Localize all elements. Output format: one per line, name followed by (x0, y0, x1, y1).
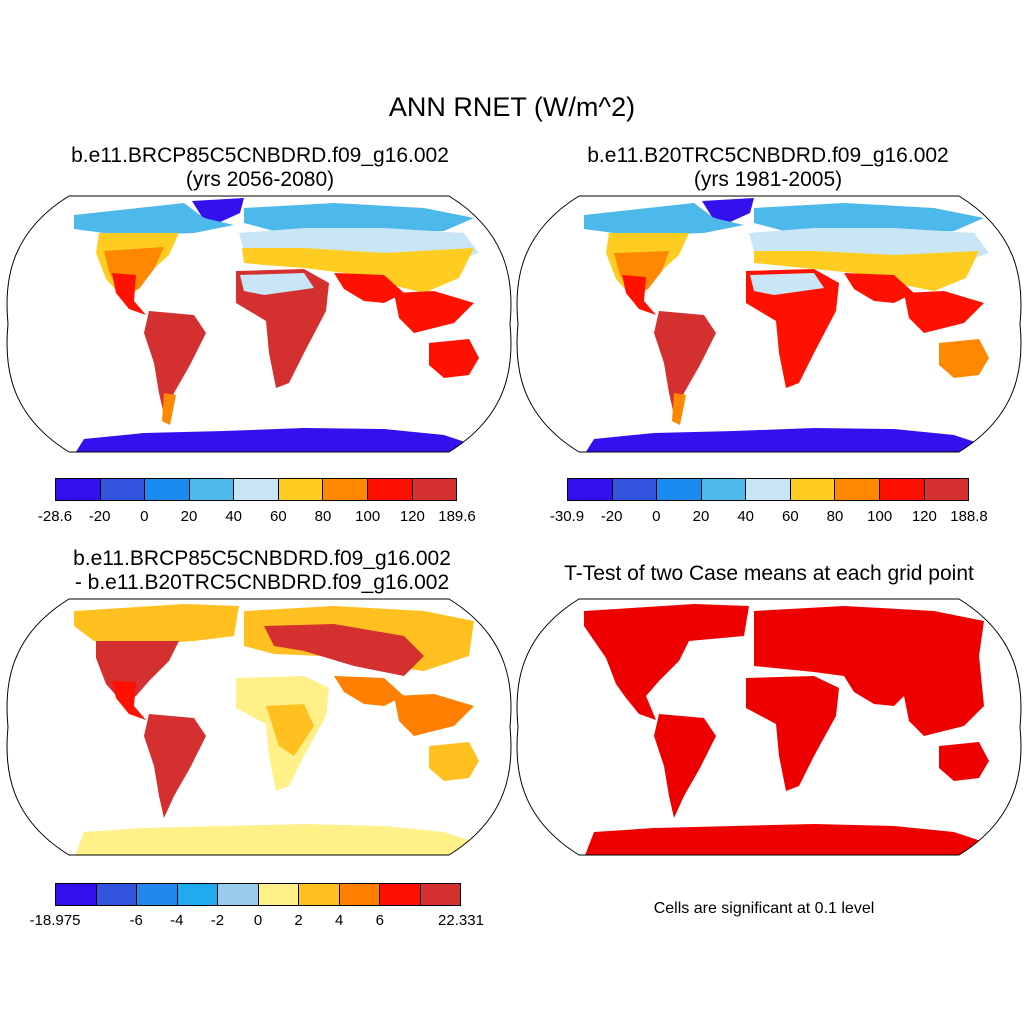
colorbar-p1-swatch (189, 479, 235, 500)
colorbar-p3-swatch (96, 884, 137, 905)
colorbar-p2-swatch (612, 479, 658, 500)
colorbar-p3-tick-label: 22.331 (438, 912, 484, 929)
colorbar-p1-tick-label: 120 (399, 508, 425, 525)
colorbar-p2-swatch (790, 479, 836, 500)
colorbar-p1-tick-label: -28.6 (37, 508, 73, 525)
ttest-north-america (584, 604, 749, 720)
panel-3-title-line1: b.e11.BRCP85C5CNBDRD.f09_g16.002 (73, 547, 451, 570)
colorbar-p2-tick-label: 0 (652, 508, 661, 525)
colorbar-p3-tick-label: -4 (170, 912, 184, 929)
colorbar-p2-tick-label: 120 (911, 508, 937, 525)
colorbar-p3-swatch (56, 884, 97, 905)
panel-1-title: b.e11.BRCP85C5CNBDRD.f09_g16.002 (yrs 20… (10, 144, 510, 192)
panel-3-title-line2: - b.e11.B20TRC5CNBDRD.f09_g16.002 (74, 571, 450, 594)
colorbar-p3-swatch (339, 884, 380, 905)
colorbar-p2-swatch (879, 479, 925, 500)
map-panel-1 (6, 195, 512, 453)
colorbar-p1-swatch (323, 479, 368, 500)
colorbar-p3-swatch (218, 884, 259, 905)
colorbar-p1-tick-label: 80 (314, 508, 332, 525)
panel-2-title-line2: (yrs 1981-2005) (693, 168, 843, 191)
colorbar-panel-2-ticks: -30.9 -20 0 20 40 60 80 100 120 188.8 (550, 508, 988, 528)
colorbar-p3-swatch (380, 884, 421, 905)
colorbar-p2-swatch (835, 479, 880, 500)
colorbar-p2-tick-label: 60 (781, 508, 799, 525)
colorbar-p1-tick-label: 20 (180, 508, 198, 525)
colorbar-panel-3-ticks: -18.975 -6 -4 -2 0 2 4 6 22.331 (30, 912, 484, 932)
colorbar-p2-swatch (657, 479, 702, 500)
colorbar-p3-tick-label: 2 (294, 912, 303, 929)
colorbar-p1-tick-label: 0 (140, 508, 149, 525)
map-panel-2 (516, 195, 1022, 453)
colorbar-p3-swatch (299, 884, 340, 905)
colorbar-p3-swatch (258, 884, 299, 905)
colorbar-p1-swatch (100, 479, 146, 500)
ttest-australia (939, 742, 989, 781)
colorbar-p3-swatch (420, 884, 460, 905)
colorbar-p2-tick-label: 20 (692, 508, 710, 525)
colorbar-p2-swatch (924, 479, 969, 500)
panel-2-title: b.e11.B20TRC5CNBDRD.f09_g16.002 (yrs 198… (518, 144, 1018, 192)
colorbar-panel-1 (55, 478, 457, 501)
colorbar-p1-tick-label: 100 (355, 508, 381, 525)
colorbar-p1-tick-label: 40 (225, 508, 242, 525)
panel-3-title: b.e11.BRCP85C5CNBDRD.f09_g16.002 - b.e11… (6, 547, 518, 595)
colorbar-p3-tick-label: -2 (210, 912, 225, 929)
figure-title: ANN RNET (W/m^2) (388, 92, 636, 122)
colorbar-p2-tick-label: 188.8 (950, 508, 988, 525)
colorbar-p2-tick-label: 100 (867, 508, 893, 525)
colorbar-panel-3 (55, 883, 461, 906)
ttest-antarctica (584, 824, 984, 855)
colorbar-p2-tick-label: 40 (737, 508, 754, 525)
colorbar-p1-tick-label: -20 (88, 508, 111, 525)
colorbar-panel-2 (567, 478, 969, 501)
colorbar-p3-tick-label: -18.975 (29, 912, 81, 929)
colorbar-p1-swatch (278, 479, 324, 500)
colorbar-p3-swatch (177, 884, 218, 905)
colorbar-p2-tick-label: 80 (826, 508, 844, 525)
panel-1-title-line2: (yrs 2056-2080) (185, 168, 335, 191)
significance-note: Cells are significant at 0.1 level (653, 900, 875, 917)
colorbar-p2-tick-label: -20 (600, 508, 623, 525)
colorbar-p1-swatch (234, 479, 279, 500)
panel-1-title-line1: b.e11.BRCP85C5CNBDRD.f09_g16.002 (71, 144, 449, 167)
colorbar-p1-tick-label: 189.6 (438, 508, 476, 525)
colorbar-p1-swatch (56, 479, 101, 500)
colorbar-panel-1-ticks: -28.6 -20 0 20 40 60 80 100 120 189.6 (38, 508, 476, 528)
panel-2-title-line1: b.e11.B20TRC5CNBDRD.f09_g16.002 (587, 144, 949, 167)
colorbar-p3-tick-label: 4 (335, 912, 344, 929)
map-panel-4 (516, 598, 1022, 856)
colorbar-p1-swatch (367, 479, 413, 500)
ttest-africa (746, 676, 839, 791)
map-panel-3 (6, 598, 512, 856)
colorbar-p1-tick-label: 60 (269, 508, 287, 525)
colorbar-p3-tick-label: 0 (253, 912, 263, 929)
colorbar-p3-swatch (137, 884, 178, 905)
colorbar-p1-swatch (145, 479, 190, 500)
colorbar-p2-tick-label: -30.9 (549, 508, 585, 525)
panel-4-title: T-Test of two Case means at each grid po… (564, 562, 974, 585)
ttest-south-america (654, 714, 716, 818)
colorbar-p2-swatch (746, 479, 791, 500)
colorbar-p3-tick-label: 6 (375, 912, 384, 929)
colorbar-p2-swatch (701, 479, 747, 500)
colorbar-p1-swatch (412, 479, 457, 500)
ttest-eurasia (754, 606, 984, 736)
colorbar-p3-tick-label: -6 (129, 912, 143, 929)
colorbar-p2-swatch (568, 479, 613, 500)
